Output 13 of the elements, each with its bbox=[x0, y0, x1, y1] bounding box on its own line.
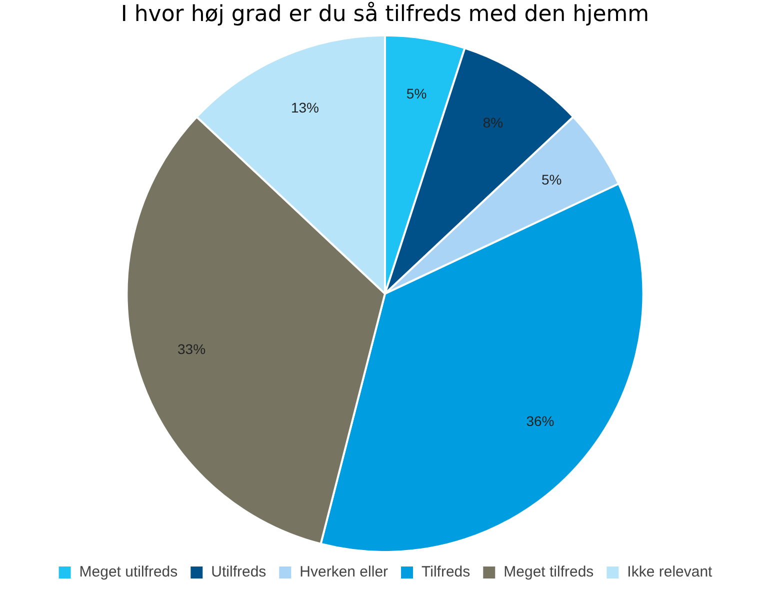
legend-label: Hverken eller bbox=[300, 564, 388, 581]
data-label: 5% bbox=[542, 171, 562, 188]
data-label: 13% bbox=[290, 100, 319, 116]
legend-label: Meget utilfreds bbox=[79, 564, 178, 581]
chart-title: I hvor høj grad er du så tilfreds med den hjemm bbox=[120, 0, 650, 27]
legend-label: Utilfreds bbox=[211, 564, 266, 581]
data-label: 8% bbox=[482, 114, 504, 130]
legend-label: Meget tilfreds bbox=[504, 564, 594, 581]
data-label: 5% bbox=[406, 86, 427, 102]
data-label: 36% bbox=[526, 412, 554, 429]
legend-label: Tilfreds bbox=[422, 564, 470, 581]
data-label: 33% bbox=[178, 340, 206, 357]
legend-label: Ikke relevant bbox=[627, 564, 714, 581]
